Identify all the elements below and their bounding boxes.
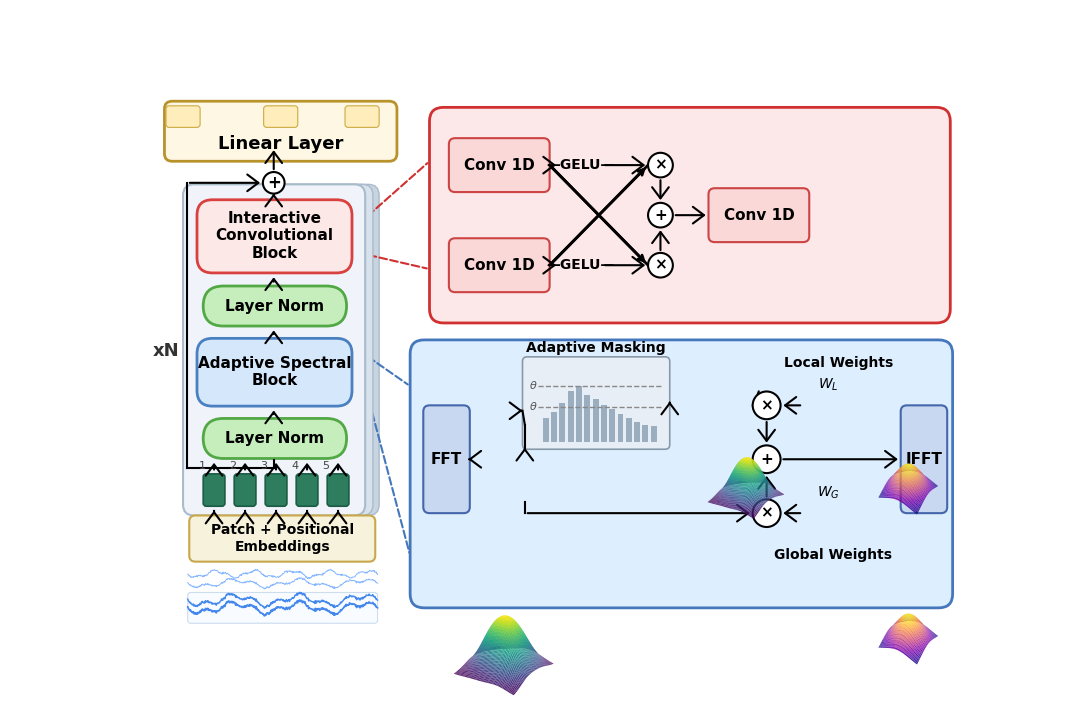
Text: Conv 1D: Conv 1D	[464, 157, 535, 172]
FancyBboxPatch shape	[266, 474, 287, 506]
Circle shape	[648, 253, 673, 277]
Bar	[551, 413, 557, 442]
FancyBboxPatch shape	[191, 184, 373, 516]
Text: θ: θ	[530, 381, 537, 391]
Text: IFFT: IFFT	[905, 452, 943, 467]
FancyBboxPatch shape	[523, 357, 670, 449]
Bar	[625, 418, 632, 442]
FancyBboxPatch shape	[264, 106, 298, 127]
Circle shape	[648, 153, 673, 177]
Bar	[543, 418, 549, 442]
Text: Global Weights: Global Weights	[773, 548, 891, 563]
Bar	[600, 405, 607, 442]
FancyBboxPatch shape	[164, 102, 397, 162]
FancyBboxPatch shape	[197, 184, 379, 516]
FancyBboxPatch shape	[183, 184, 365, 516]
Text: ×: ×	[760, 398, 773, 413]
Text: 2: 2	[230, 461, 237, 471]
Bar	[651, 426, 657, 442]
Text: +: +	[654, 207, 666, 222]
FancyBboxPatch shape	[203, 418, 347, 458]
Bar	[576, 386, 582, 442]
Text: Adaptive Spectral
Block: Adaptive Spectral Block	[198, 356, 351, 388]
FancyBboxPatch shape	[188, 593, 378, 623]
Bar	[609, 409, 616, 442]
Text: Adaptive Masking: Adaptive Masking	[526, 340, 666, 355]
Text: θ: θ	[530, 402, 537, 412]
Text: 4: 4	[292, 461, 299, 471]
Bar	[559, 403, 565, 442]
FancyBboxPatch shape	[449, 138, 550, 192]
Text: ×: ×	[654, 257, 666, 272]
Text: 3: 3	[260, 461, 268, 471]
Text: ×: ×	[760, 506, 773, 521]
Text: Conv 1D: Conv 1D	[464, 257, 535, 272]
Circle shape	[753, 392, 781, 419]
Text: Layer Norm: Layer Norm	[225, 431, 324, 446]
Circle shape	[262, 172, 284, 194]
FancyBboxPatch shape	[203, 286, 347, 326]
Text: $W_L$: $W_L$	[819, 376, 839, 393]
FancyBboxPatch shape	[430, 107, 950, 323]
Bar	[643, 425, 648, 442]
Circle shape	[753, 499, 781, 527]
Text: —GELU—: —GELU—	[546, 258, 615, 272]
Text: 1: 1	[199, 461, 205, 471]
FancyBboxPatch shape	[203, 474, 225, 506]
Bar	[568, 392, 573, 442]
Text: Layer Norm: Layer Norm	[225, 299, 324, 313]
FancyBboxPatch shape	[189, 516, 375, 562]
FancyBboxPatch shape	[423, 405, 470, 513]
Text: Conv 1D: Conv 1D	[724, 207, 794, 222]
FancyBboxPatch shape	[708, 188, 809, 242]
Text: +: +	[760, 452, 773, 467]
Bar	[618, 414, 623, 442]
Text: $W_G$: $W_G$	[818, 484, 840, 500]
Text: Interactive
Convolutional
Block: Interactive Convolutional Block	[216, 211, 334, 261]
FancyBboxPatch shape	[901, 405, 947, 513]
FancyBboxPatch shape	[166, 106, 200, 127]
FancyBboxPatch shape	[197, 199, 352, 273]
Text: 5: 5	[323, 461, 329, 471]
Text: FFT: FFT	[431, 452, 462, 467]
Text: Patch + Positional
Embeddings: Patch + Positional Embeddings	[211, 523, 354, 553]
FancyBboxPatch shape	[449, 238, 550, 292]
Text: ×: ×	[654, 157, 666, 172]
Text: Linear Layer: Linear Layer	[218, 135, 343, 153]
FancyBboxPatch shape	[197, 338, 352, 406]
FancyBboxPatch shape	[327, 474, 349, 506]
Text: +: +	[267, 174, 281, 192]
FancyBboxPatch shape	[234, 474, 256, 506]
FancyBboxPatch shape	[345, 106, 379, 127]
Bar	[634, 422, 640, 442]
Text: —GELU—: —GELU—	[546, 158, 615, 172]
Circle shape	[648, 203, 673, 227]
Bar	[584, 395, 591, 442]
Bar	[593, 399, 598, 442]
FancyBboxPatch shape	[296, 474, 318, 506]
FancyBboxPatch shape	[410, 340, 953, 608]
Text: Local Weights: Local Weights	[784, 356, 893, 370]
Circle shape	[753, 445, 781, 473]
Text: xN: xN	[152, 342, 179, 360]
